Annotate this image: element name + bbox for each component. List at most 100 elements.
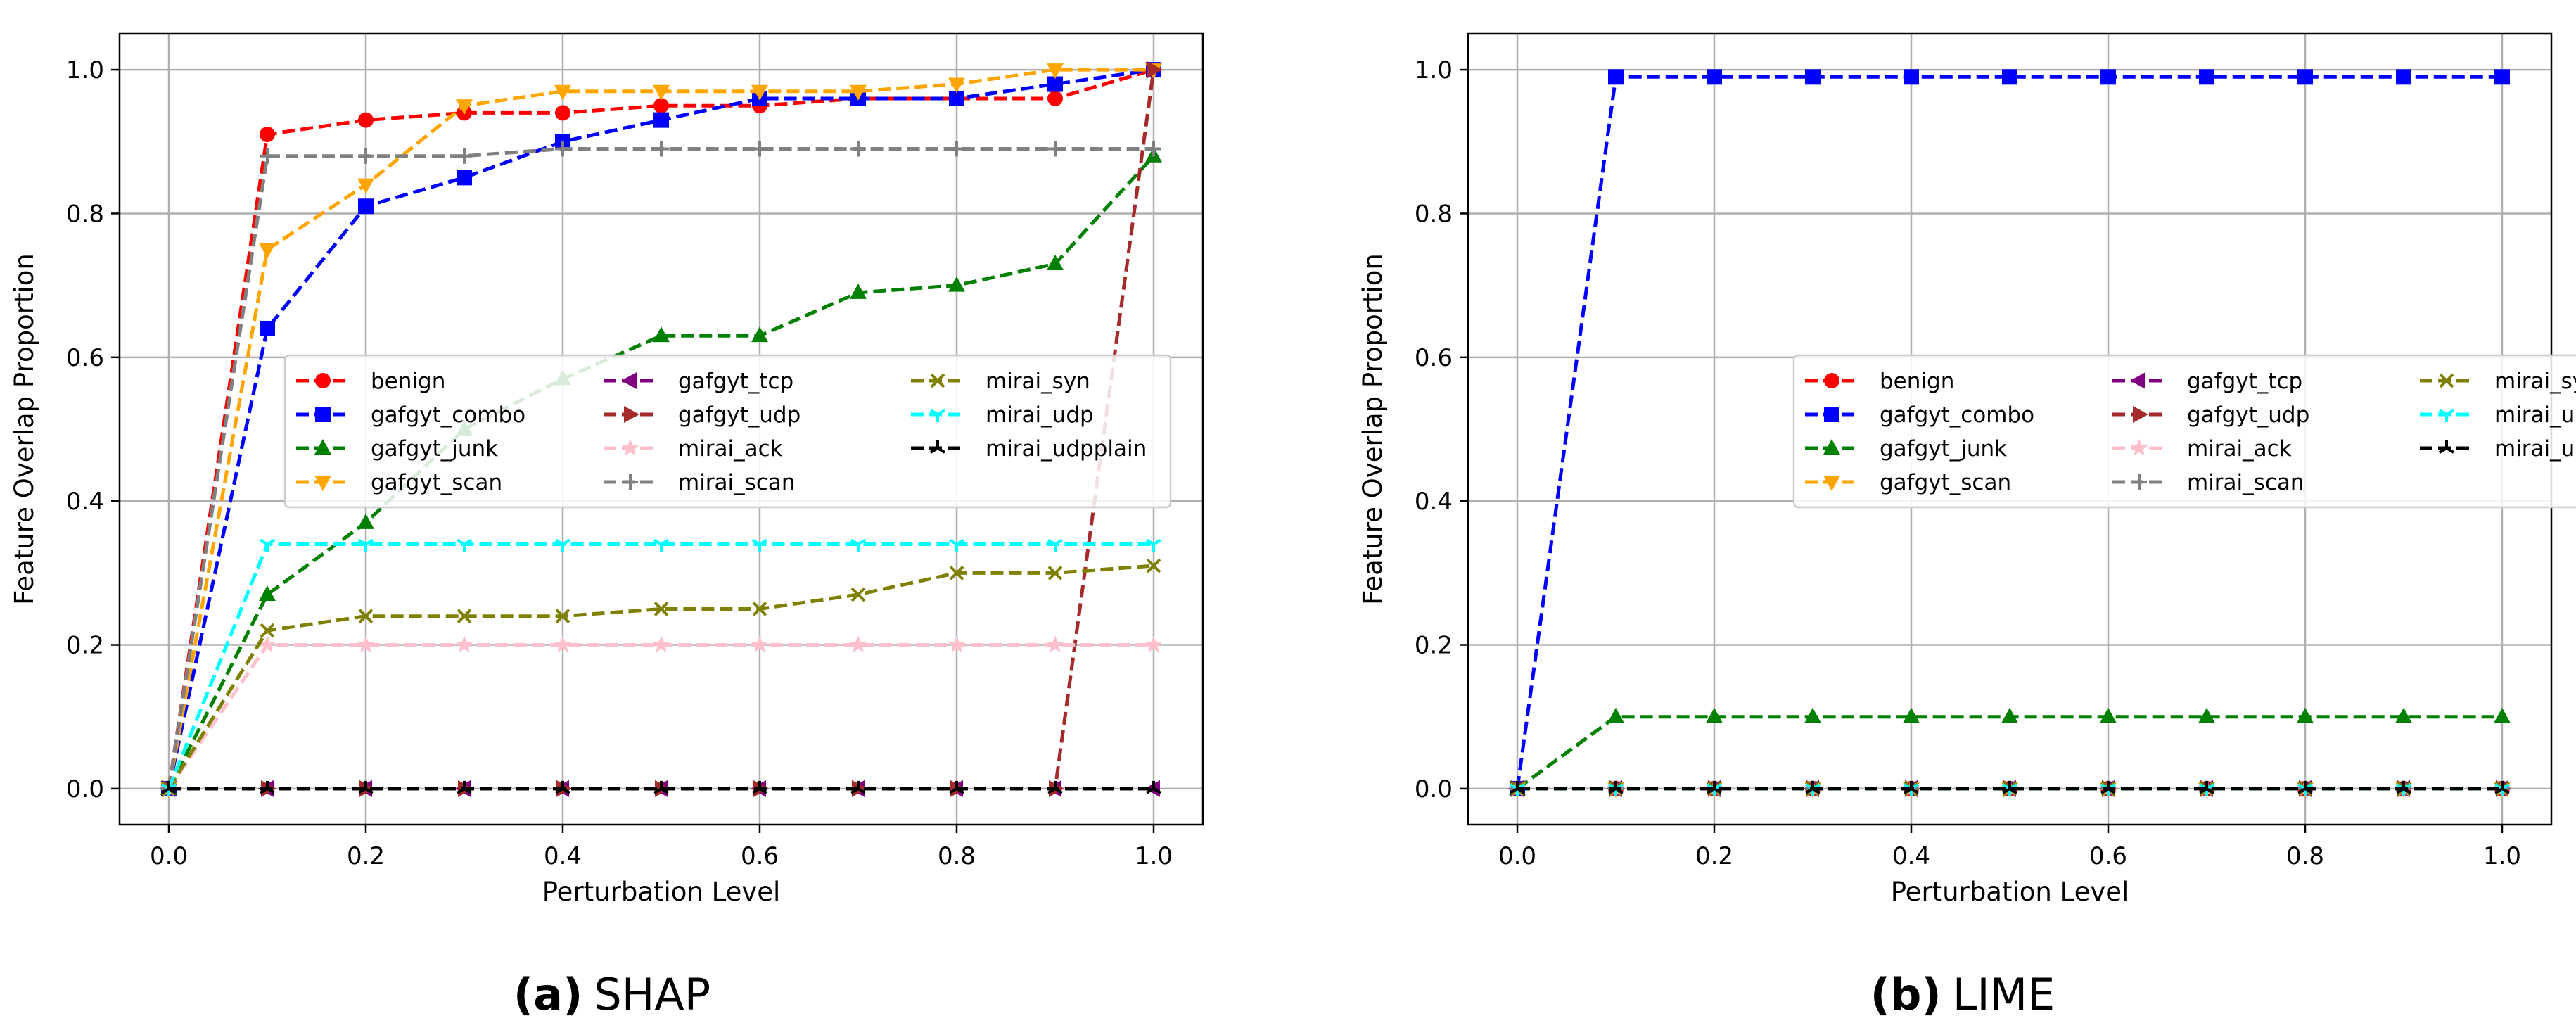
legend-label-benign: benign bbox=[1880, 369, 1954, 394]
data-point-mirai_udpplain bbox=[1047, 780, 1064, 794]
data-point-mirai_udp bbox=[1047, 538, 1064, 552]
data-point-benign bbox=[555, 105, 570, 121]
data-point-gafgyt_junk bbox=[259, 585, 276, 602]
data-point-gafgyt_combo bbox=[358, 198, 374, 215]
data-point-benign bbox=[1047, 90, 1063, 106]
data-point-mirai_udp bbox=[554, 538, 571, 552]
legend-label-gafgyt_combo: gafgyt_combo bbox=[1880, 402, 2034, 428]
y-tick-label: 0.2 bbox=[66, 632, 104, 660]
data-point-mirai_udpplain bbox=[259, 780, 276, 794]
data-point-gafgyt_junk bbox=[948, 276, 965, 292]
legend-marker-gafgyt_scan bbox=[1823, 476, 1840, 491]
legend-marker-gafgyt_udp bbox=[624, 406, 639, 423]
legend-label-mirai_udpplain: mirai_udpplain bbox=[986, 436, 1147, 462]
legend-marker-mirai_ack bbox=[621, 439, 639, 456]
legend-marker-benign bbox=[1824, 373, 1839, 388]
data-point-mirai_ack bbox=[849, 635, 867, 653]
data-point-gafgyt_scan bbox=[653, 84, 670, 101]
data-point-mirai_ack bbox=[554, 635, 572, 653]
data-point-mirai_udp bbox=[1145, 538, 1162, 552]
caption-shap-text: SHAP bbox=[594, 969, 710, 1020]
legend-label-gafgyt_junk: gafgyt_junk bbox=[1880, 436, 2007, 462]
data-point-gafgyt_scan bbox=[259, 243, 276, 259]
y-axis-label: Feature Overlap Proportion bbox=[9, 253, 39, 605]
data-point-mirai_udpplain bbox=[751, 780, 768, 794]
legend-marker-gafgyt_combo bbox=[1824, 407, 1839, 422]
x-tick-label: 0.0 bbox=[1498, 842, 1536, 870]
series-line-gafgyt_junk bbox=[167, 155, 1155, 790]
data-point-gafgyt_combo bbox=[2297, 69, 2313, 85]
legend-label-mirai_udpplain: mirai_udpplain bbox=[2494, 436, 2576, 462]
y-tick-label: 0.0 bbox=[66, 775, 104, 804]
legend-marker-mirai_udp bbox=[929, 409, 946, 422]
legend-label-gafgyt_scan: gafgyt_scan bbox=[1880, 470, 2011, 495]
data-point-mirai_udpplain bbox=[1607, 780, 1624, 794]
data-point-mirai_ack bbox=[1144, 635, 1163, 653]
data-point-gafgyt_junk bbox=[2198, 707, 2215, 723]
x-tick-label: 0.4 bbox=[544, 842, 582, 870]
series-line-mirai_syn bbox=[167, 564, 1154, 790]
axes-frame bbox=[118, 32, 1204, 826]
data-point-gafgyt_junk bbox=[1047, 254, 1064, 270]
data-point-mirai_udpplain bbox=[1903, 780, 1920, 794]
legend-label-mirai_ack: mirai_ack bbox=[2187, 436, 2292, 462]
y-tick-label: 0.4 bbox=[66, 488, 104, 516]
data-point-gafgyt_scan bbox=[948, 77, 965, 94]
data-point-mirai_ack bbox=[1046, 635, 1064, 653]
data-point-gafgyt_junk bbox=[2297, 707, 2314, 723]
lime-panel: 0.0 0.2 0.4 0.6 0.8 1.0 0.0 0.2 0.4 0.6 0.8 1.0 Pert… bbox=[1358, 32, 2576, 907]
data-point-mirai_scan bbox=[850, 141, 866, 157]
data-point-gafgyt_combo bbox=[2494, 69, 2510, 85]
data-point-mirai_syn bbox=[949, 565, 964, 580]
data-point-mirai_syn bbox=[752, 602, 767, 616]
data-point-benign bbox=[653, 98, 669, 114]
data-point-mirai_udpplain bbox=[160, 780, 177, 794]
data-point-gafgyt_combo bbox=[949, 90, 964, 106]
data-point-gafgyt_combo bbox=[1047, 76, 1063, 92]
data-point-mirai_scan bbox=[260, 148, 275, 164]
data-point-mirai_udpplain bbox=[2494, 780, 2511, 794]
data-point-mirai_syn bbox=[653, 602, 669, 616]
series-line-gafgyt_junk bbox=[1516, 715, 2502, 790]
data-point-mirai_udpplain bbox=[653, 780, 670, 794]
series-mirai_udp bbox=[160, 538, 1162, 796]
data-point-mirai_udpplain bbox=[2395, 780, 2412, 794]
y-tick-label: 0.8 bbox=[66, 200, 104, 228]
data-point-gafgyt_combo bbox=[2199, 69, 2214, 85]
data-point-mirai_scan bbox=[752, 141, 767, 157]
data-point-gafgyt_junk bbox=[1706, 707, 1723, 723]
data-point-gafgyt_scan bbox=[1047, 63, 1064, 80]
legend-label-mirai_syn: mirai_syn bbox=[986, 369, 1090, 394]
data-point-mirai_udpplain bbox=[1509, 780, 1526, 794]
legend-label-mirai_scan: mirai_scan bbox=[2187, 470, 2304, 495]
data-point-gafgyt_combo bbox=[1608, 69, 1624, 85]
data-point-gafgyt_combo bbox=[2396, 69, 2411, 85]
data-point-mirai_syn bbox=[850, 587, 866, 602]
data-point-gafgyt_junk bbox=[1607, 707, 1624, 723]
data-point-gafgyt_junk bbox=[1903, 707, 1920, 723]
data-point-benign bbox=[358, 112, 374, 128]
y-tick-label: 0.6 bbox=[1415, 344, 1453, 372]
legend-label-gafgyt_scan: gafgyt_scan bbox=[371, 470, 502, 495]
data-point-mirai_ack bbox=[751, 635, 769, 653]
data-point-mirai_udp bbox=[850, 538, 867, 552]
legend-marker-mirai_scan bbox=[623, 474, 638, 490]
series-line-mirai_ack bbox=[167, 643, 1154, 790]
data-point-gafgyt_combo bbox=[653, 112, 669, 128]
legend-marker-gafgyt_junk bbox=[1823, 439, 1840, 455]
caption-lime-label: (b) bbox=[1870, 969, 1941, 1020]
data-point-gafgyt_junk bbox=[751, 326, 768, 343]
legend-label-gafgyt_tcp: gafgyt_tcp bbox=[2187, 369, 2302, 394]
x-tick-label: 0.8 bbox=[2286, 842, 2324, 870]
y-tick-label: 0.0 bbox=[1415, 775, 1453, 804]
data-point-mirai_udp bbox=[259, 538, 276, 552]
legend-label-gafgyt_udp: gafgyt_udp bbox=[678, 402, 801, 428]
data-point-mirai_udpplain bbox=[850, 780, 867, 794]
data-point-gafgyt_scan bbox=[850, 84, 867, 101]
legend-label-mirai_ack: mirai_ack bbox=[678, 436, 783, 462]
data-point-gafgyt_scan bbox=[456, 99, 473, 115]
legend-marker-gafgyt_scan bbox=[314, 476, 331, 491]
data-point-mirai_scan bbox=[457, 148, 472, 164]
data-point-mirai_scan bbox=[949, 141, 964, 157]
